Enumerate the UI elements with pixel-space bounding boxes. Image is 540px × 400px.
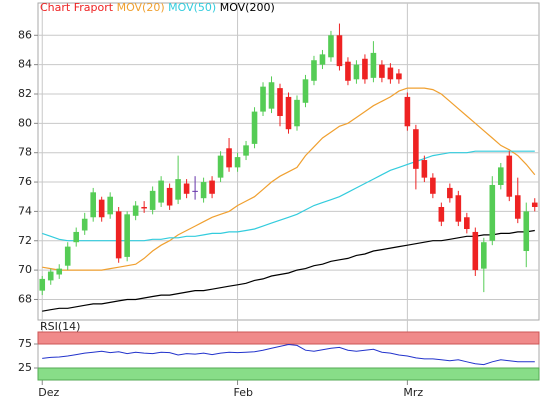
y-tick-label: 82 — [18, 87, 32, 100]
candle-body — [413, 129, 419, 169]
candle-body — [64, 246, 71, 266]
candle-body — [489, 184, 496, 241]
candle-body — [192, 190, 198, 192]
candle-body — [379, 64, 385, 78]
chart-title: Chart Fraport MOV(20) MOV(50) MOV(200) — [40, 1, 275, 14]
candle-body — [404, 96, 411, 127]
y-tick-label: 80 — [18, 116, 32, 129]
candle-body — [251, 111, 258, 144]
candle-body — [98, 199, 105, 218]
legend-entry: MOV(50) — [168, 1, 216, 14]
candle-body — [268, 82, 275, 109]
overbought-band — [37, 331, 540, 345]
candle-body — [464, 217, 470, 230]
candle-body — [90, 192, 96, 218]
y-tick-label: 75 — [18, 337, 32, 350]
candle-body — [243, 145, 249, 156]
y-tick-label: 68 — [18, 292, 32, 305]
candle-body — [149, 190, 156, 210]
candle-body — [421, 160, 428, 178]
candle-body — [260, 86, 266, 112]
legend-entry: MOV(20) — [117, 1, 165, 14]
candle-body — [175, 179, 181, 200]
candle-body — [285, 96, 292, 130]
candle-body — [302, 79, 309, 103]
candle-body — [47, 271, 54, 281]
candle-body — [158, 180, 164, 203]
candle-body — [336, 35, 343, 67]
x-tick-label: Feb — [234, 386, 253, 399]
candle-body — [362, 58, 368, 80]
y-tick-label: 25 — [18, 361, 32, 374]
candle-body — [56, 268, 63, 275]
y-tick-label: 70 — [18, 263, 32, 276]
candle-body — [107, 196, 113, 215]
candle-body — [217, 155, 224, 178]
candle-body — [183, 183, 190, 194]
rsi-title: RSI(14) — [40, 320, 80, 333]
x-tick-label: Dez — [38, 386, 59, 399]
y-tick-label: 72 — [18, 234, 32, 247]
candle-body — [81, 218, 88, 231]
candle-body — [234, 157, 241, 168]
candle-body — [73, 231, 80, 243]
candle-body — [430, 177, 436, 194]
candle-body — [531, 202, 538, 207]
oversold-band — [37, 367, 540, 381]
candle-body — [506, 155, 513, 197]
candle-body — [497, 167, 504, 185]
x-tick-label: Mrz — [403, 386, 423, 399]
candle-body — [455, 195, 462, 222]
candle-body — [124, 214, 130, 257]
candle-body — [115, 211, 122, 259]
candle-body — [396, 73, 402, 80]
candle-body — [345, 61, 351, 81]
y-tick-label: 86 — [18, 28, 32, 41]
candle-body — [523, 211, 530, 252]
candle-body — [481, 242, 487, 269]
candle-body — [226, 148, 232, 168]
candle-body — [311, 60, 317, 81]
y-tick-label: 78 — [18, 146, 32, 159]
moving-average-line — [42, 229, 535, 312]
candle-body — [319, 54, 326, 65]
rsi-line — [42, 343, 535, 366]
candle-body — [277, 88, 283, 117]
candle-body — [328, 35, 334, 58]
y-tick-label: 74 — [18, 204, 32, 217]
candle-body — [370, 52, 377, 78]
moving-average-line — [42, 87, 536, 271]
candle-body — [132, 205, 139, 216]
candle-body — [209, 180, 215, 194]
y-tick-label: 84 — [18, 58, 32, 71]
legend-entry: MOV(200) — [220, 1, 275, 14]
candle-body — [514, 195, 521, 219]
candle-body — [447, 187, 453, 199]
candle-body — [353, 64, 360, 80]
candle-body — [438, 206, 445, 222]
candle-body — [472, 231, 479, 271]
candle-body — [141, 206, 147, 209]
candle-body — [387, 67, 394, 80]
candle-body — [294, 99, 300, 127]
candle-body — [200, 182, 207, 199]
chart-title-text: Chart Fraport — [40, 1, 114, 14]
y-tick-label: 76 — [18, 175, 32, 188]
candle-body — [39, 278, 46, 291]
candle-body — [166, 187, 173, 206]
